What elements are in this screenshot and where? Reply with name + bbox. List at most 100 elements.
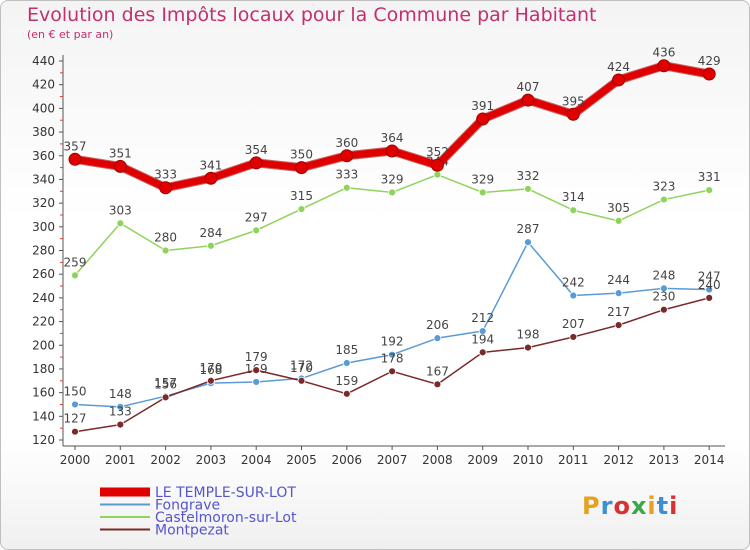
point-castelmoron-sur-lot: [614, 216, 623, 225]
x-tick-label: 2003: [196, 453, 227, 467]
y-tick-label: 400: [32, 101, 55, 115]
y-tick-label: 160: [32, 386, 55, 400]
data-label-fongrave: 244: [607, 273, 630, 287]
data-label-le-temple-sur-lot: 429: [698, 54, 721, 68]
point-fongrave: [478, 327, 487, 335]
point-le-temple-sur-lot: [430, 158, 444, 172]
y-tick-label: 360: [32, 149, 55, 163]
point-fongrave: [252, 378, 261, 386]
point-le-temple-sur-lot: [657, 59, 671, 73]
point-castelmoron-sur-lot: [297, 205, 306, 213]
logo-letter: P: [582, 492, 601, 520]
data-label-castelmoron-sur-lot: 315: [290, 189, 313, 203]
legend-label-montpezat: Montpezat: [155, 523, 229, 539]
data-label-castelmoron-sur-lot: 332: [517, 169, 540, 183]
point-fongrave: [705, 285, 714, 294]
data-label-montpezat: 133: [109, 405, 132, 419]
y-tick-label: 220: [32, 315, 55, 329]
data-label-montpezat: 240: [698, 278, 721, 292]
data-label-castelmoron-sur-lot: 333: [335, 168, 358, 182]
point-le-temple-sur-lot: [295, 161, 308, 175]
point-montpezat: [342, 389, 351, 398]
data-label-montpezat: 170: [199, 361, 222, 375]
point-castelmoron-sur-lot: [705, 186, 714, 194]
data-label-castelmoron-sur-lot: 329: [471, 172, 494, 186]
y-tick-label: 440: [32, 54, 55, 68]
point-montpezat: [206, 376, 215, 385]
data-label-le-temple-sur-lot: 333: [154, 168, 177, 182]
data-label-le-temple-sur-lot: 436: [652, 46, 675, 60]
y-tick-label: 240: [32, 291, 55, 305]
point-castelmoron-sur-lot: [569, 206, 578, 215]
logo-letter: x: [630, 492, 648, 520]
data-label-le-temple-sur-lot: 350: [290, 148, 313, 162]
x-tick-label: 2008: [422, 453, 453, 467]
point-montpezat: [433, 380, 442, 389]
point-castelmoron-sur-lot: [524, 185, 532, 193]
point-castelmoron-sur-lot: [116, 219, 125, 228]
data-label-fongrave: 248: [652, 268, 675, 282]
data-label-montpezat: 170: [290, 361, 313, 375]
y-tick-label: 200: [32, 338, 55, 352]
x-tick-label: 2006: [332, 453, 363, 467]
point-castelmoron-sur-lot: [388, 188, 397, 197]
logo-letter: o: [613, 492, 631, 520]
data-label-castelmoron-sur-lot: 280: [154, 231, 177, 245]
data-label-le-temple-sur-lot: 351: [109, 146, 132, 160]
data-label-montpezat: 198: [517, 328, 540, 342]
data-label-le-temple-sur-lot: 360: [335, 136, 358, 150]
point-montpezat: [388, 367, 397, 376]
data-label-le-temple-sur-lot: 357: [64, 139, 87, 153]
data-label-fongrave: 212: [471, 311, 494, 325]
point-montpezat: [569, 333, 578, 341]
data-label-castelmoron-sur-lot: 305: [607, 201, 630, 215]
data-label-montpezat: 217: [607, 305, 630, 319]
point-le-temple-sur-lot: [68, 152, 82, 166]
point-le-temple-sur-lot: [566, 107, 580, 121]
point-montpezat: [660, 305, 668, 314]
data-label-castelmoron-sur-lot: 329: [381, 172, 404, 186]
data-label-castelmoron-sur-lot: 331: [698, 170, 721, 184]
data-label-castelmoron-sur-lot: 314: [562, 190, 585, 204]
y-tick-label: 340: [32, 172, 55, 186]
point-le-temple-sur-lot: [521, 93, 535, 107]
y-tick-label: 420: [32, 78, 55, 92]
x-tick-label: 2012: [603, 453, 634, 467]
point-fongrave: [388, 350, 397, 359]
data-label-castelmoron-sur-lot: 323: [652, 180, 675, 194]
data-label-fongrave: 157: [154, 376, 177, 390]
y-tick-label: 140: [32, 409, 55, 423]
point-montpezat: [478, 348, 487, 357]
data-label-montpezat: 207: [562, 317, 585, 331]
point-montpezat: [252, 366, 261, 375]
x-tick-label: 2014: [694, 453, 725, 467]
x-tick-label: 2010: [513, 453, 544, 467]
x-tick-label: 2002: [150, 453, 181, 467]
point-fongrave: [433, 334, 442, 343]
point-castelmoron-sur-lot: [161, 246, 170, 255]
point-castelmoron-sur-lot: [252, 226, 261, 235]
point-montpezat: [161, 393, 170, 402]
data-label-montpezat: 194: [471, 332, 494, 346]
point-le-temple-sur-lot: [702, 67, 716, 81]
x-tick-label: 2001: [105, 453, 136, 467]
point-fongrave: [71, 400, 79, 409]
point-montpezat: [705, 293, 714, 302]
logo-letter: i: [669, 492, 679, 520]
point-le-temple-sur-lot: [113, 159, 127, 173]
point-castelmoron-sur-lot: [478, 188, 487, 197]
point-montpezat: [297, 376, 306, 385]
y-tick-label: 260: [32, 267, 55, 281]
logo-letter: t: [656, 492, 670, 520]
legend-label-le-temple-sur-lot: LE TEMPLE-SUR-LOT: [155, 485, 296, 501]
data-label-castelmoron-sur-lot: 303: [109, 203, 132, 217]
x-tick-label: 2005: [286, 453, 317, 467]
point-fongrave: [569, 291, 578, 300]
point-le-temple-sur-lot: [385, 144, 399, 158]
chart-subtitle: (en € et par an): [27, 28, 114, 41]
point-fongrave: [342, 359, 351, 367]
data-label-fongrave: 150: [64, 384, 87, 398]
logo-letter: i: [647, 492, 657, 520]
y-tick-label: 280: [32, 244, 55, 258]
